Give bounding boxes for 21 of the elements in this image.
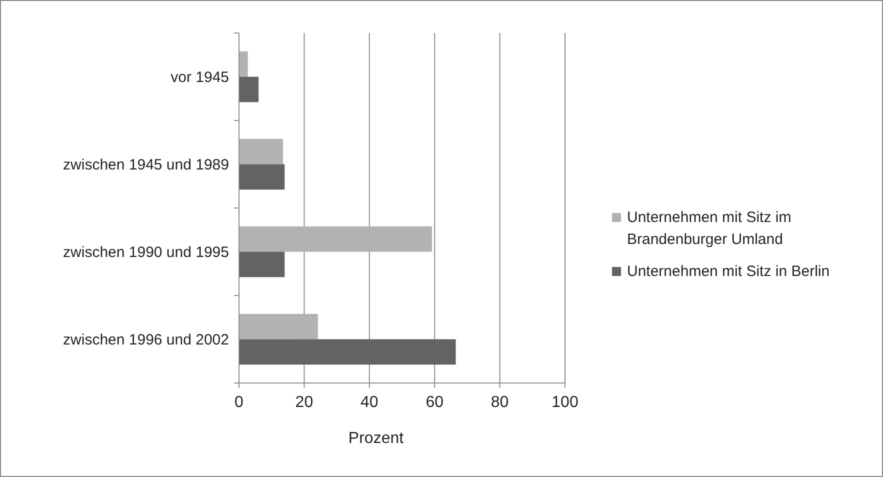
legend-label: Unternehmen mit Sitz im Brandenburger Umland xyxy=(627,209,792,248)
bar xyxy=(239,252,285,278)
bar xyxy=(239,226,432,252)
y-tick-label: vor 1945 xyxy=(170,68,229,86)
y-tick-label: zwischen 1990 und 1995 xyxy=(63,244,229,261)
x-tick-label: 40 xyxy=(360,394,378,411)
bar xyxy=(239,314,318,340)
x-tick-label: 20 xyxy=(295,394,314,411)
x-tick-label: 100 xyxy=(552,394,578,411)
x-tick-label: 0 xyxy=(234,394,244,411)
bar xyxy=(239,138,284,164)
bar xyxy=(239,76,259,102)
x-tick-label: 60 xyxy=(426,394,444,411)
bar xyxy=(239,339,456,365)
bar xyxy=(239,51,248,77)
bar xyxy=(239,164,285,190)
y-tick-label: zwischen 1996 und 2002 xyxy=(63,331,229,348)
y-tick-label: zwischen 1945 und 1989 xyxy=(63,156,229,174)
x-tick-label: 80 xyxy=(490,394,509,411)
legend-label: Unternehmen mit Sitz in Berlin xyxy=(627,263,830,280)
x-axis-title: Prozent xyxy=(348,430,404,447)
